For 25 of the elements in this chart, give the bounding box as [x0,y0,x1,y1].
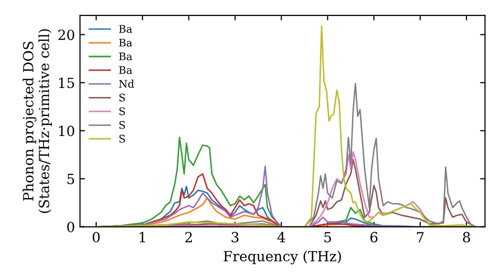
legend-label: Ba [119,52,132,60]
x-axis-title: Frequency (THz) [224,250,341,264]
x-tick-label: 1 [140,232,145,242]
y-tick-label: 15 [59,78,74,88]
x-tick-label: 5 [324,232,331,242]
legend-label: Ba [119,25,132,33]
y-tick-label: 0 [67,222,74,232]
y-tick-label: 5 [67,174,74,184]
legend-label: S [119,134,125,143]
x-tick-label: 2 [185,232,192,242]
x-tick-label: 0 [92,232,100,242]
legend-label: Ba [119,38,132,47]
y-axis-title: Phonon projected DOS (States/THz·primitive cell) [22,29,52,213]
x-tick-label: 6 [370,232,378,242]
legend-label: Nd [119,80,134,88]
legend-label: S [119,121,125,129]
legend-label: S [119,107,125,116]
legend-label: Ba [119,66,132,74]
legend-label: S [119,94,125,102]
y-tick-label: 10 [59,126,74,136]
x-tick-label: 8 [462,232,470,242]
y-tick-label: 20 [58,30,74,40]
x-tick-label: 3 [232,232,238,242]
x-tick-label: 4 [277,232,286,242]
x-tick-label: 7 [416,232,424,242]
